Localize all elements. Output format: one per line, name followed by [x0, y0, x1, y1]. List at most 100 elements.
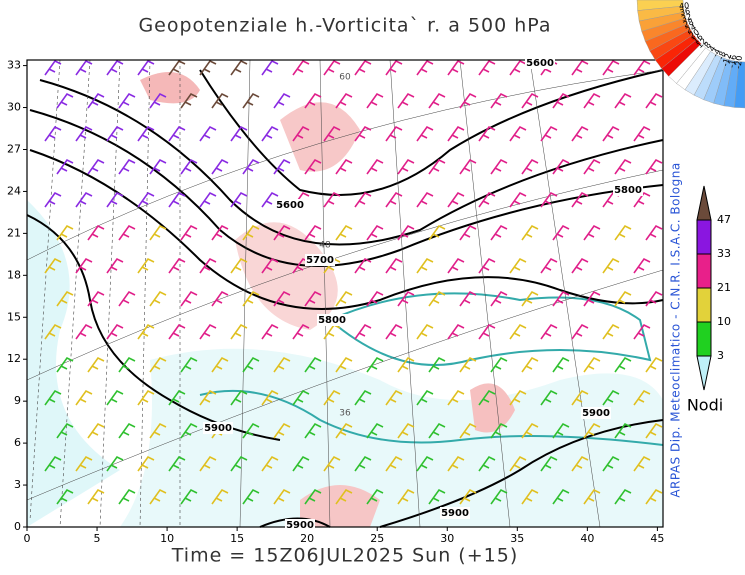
wind-barb — [335, 488, 353, 505]
wind-barb — [106, 191, 124, 208]
wind-barb — [273, 422, 291, 439]
y-tick-label: 0 — [14, 520, 21, 533]
contour-label-bg — [525, 57, 555, 69]
wind-barb — [552, 290, 570, 307]
wind-barb — [397, 224, 415, 241]
wind-barb — [273, 92, 291, 109]
title: Geopotenziale h.-Vorticita` r. a 500 hPa — [138, 15, 551, 37]
y-tick-label: 12 — [7, 352, 21, 365]
wind-barb — [292, 59, 310, 76]
footer: Time = 15Z06JUL2025 Sun (+15) — [171, 545, 518, 567]
y-tick-label: 21 — [7, 226, 21, 239]
wind-barb — [540, 191, 558, 208]
wind-barb — [242, 488, 260, 505]
vorticity-legend-label: 40 — [679, 1, 690, 11]
wind-barb — [571, 257, 589, 274]
contour-label-bg — [440, 507, 470, 519]
wind-barb — [87, 488, 105, 505]
wind-barb — [354, 59, 372, 76]
wind-barb — [478, 455, 496, 472]
wind-barb — [137, 191, 155, 208]
wind-legend-bottom — [696, 355, 712, 391]
wind-barb — [242, 158, 260, 175]
vorticity-legend-label: 36 — [679, 7, 691, 18]
wind-barb — [149, 422, 167, 439]
wind-legend-label: Nodi — [687, 396, 723, 415]
wind-barb — [354, 455, 372, 472]
wind-barb — [273, 224, 291, 241]
wind-barb — [397, 92, 415, 109]
wind-barb — [571, 389, 589, 406]
wind-legend-tick: 47 — [717, 213, 731, 226]
wind-barb — [273, 290, 291, 307]
wind-barb — [478, 257, 496, 274]
wind-barb — [56, 290, 74, 307]
wind-legend-segment — [696, 253, 712, 289]
wind-barb — [385, 59, 403, 76]
wind-barb — [633, 125, 651, 142]
x-tick-label: 30 — [440, 532, 454, 545]
wind-barb — [261, 257, 279, 274]
wind-barb — [292, 389, 310, 406]
wind-barb — [75, 125, 93, 142]
wind-barb — [149, 92, 167, 109]
wind-barb — [242, 422, 260, 439]
wind-barb — [273, 488, 291, 505]
wind-barb — [211, 224, 229, 241]
wind-barb — [56, 422, 74, 439]
y-tick-label: 15 — [7, 310, 21, 323]
wind-barb — [385, 323, 403, 340]
wind-barb — [106, 257, 124, 274]
y-tick-label: 9 — [14, 394, 21, 407]
wind-barb — [292, 455, 310, 472]
wind-barb — [366, 356, 384, 373]
wind-barb — [478, 125, 496, 142]
wind-barb — [397, 422, 415, 439]
wind-barb — [552, 356, 570, 373]
wind-barb — [552, 92, 570, 109]
x-tick-label: 45 — [650, 532, 664, 545]
wind-barb — [118, 224, 136, 241]
wind-barb — [261, 59, 279, 76]
wind-barb — [230, 257, 248, 274]
vorticity-legend-label: 28 — [682, 17, 695, 29]
wind-barb — [230, 125, 248, 142]
x-tick-label: 5 — [94, 532, 101, 545]
wind-barb — [490, 356, 508, 373]
y-tick-label: 18 — [7, 268, 21, 281]
wind-barb — [521, 422, 539, 439]
wind-barb — [56, 356, 74, 373]
wind-barb — [56, 488, 74, 505]
wind-barb — [521, 158, 539, 175]
wind-barb — [211, 290, 229, 307]
wind-barb — [199, 323, 217, 340]
wind-barb — [428, 290, 446, 307]
wind-barb — [168, 125, 186, 142]
wind-barb — [447, 59, 465, 76]
wind-barb — [168, 59, 186, 76]
wind-barb — [366, 224, 384, 241]
wind-barb — [87, 224, 105, 241]
wind-barb — [168, 323, 186, 340]
wind-barb — [478, 59, 496, 76]
wind-barb — [447, 191, 465, 208]
wind-barb — [230, 455, 248, 472]
contour-label-bg — [581, 407, 611, 419]
wind-barb — [292, 125, 310, 142]
wind-barb — [354, 257, 372, 274]
wind-barb — [416, 257, 434, 274]
wind-legend-segment — [696, 287, 712, 323]
wind-barb — [137, 323, 155, 340]
wind-barb — [416, 125, 434, 142]
wind-legend-tick: 21 — [717, 281, 731, 294]
wind-barb — [118, 92, 136, 109]
wind-barb — [44, 257, 62, 274]
wind-barb — [106, 455, 124, 472]
wind-barb — [87, 158, 105, 175]
wind-legend-tick: 3 — [717, 349, 724, 362]
wind-barb — [366, 488, 384, 505]
wind-barb — [137, 389, 155, 406]
wind-barb — [490, 290, 508, 307]
wind-barb — [459, 422, 477, 439]
